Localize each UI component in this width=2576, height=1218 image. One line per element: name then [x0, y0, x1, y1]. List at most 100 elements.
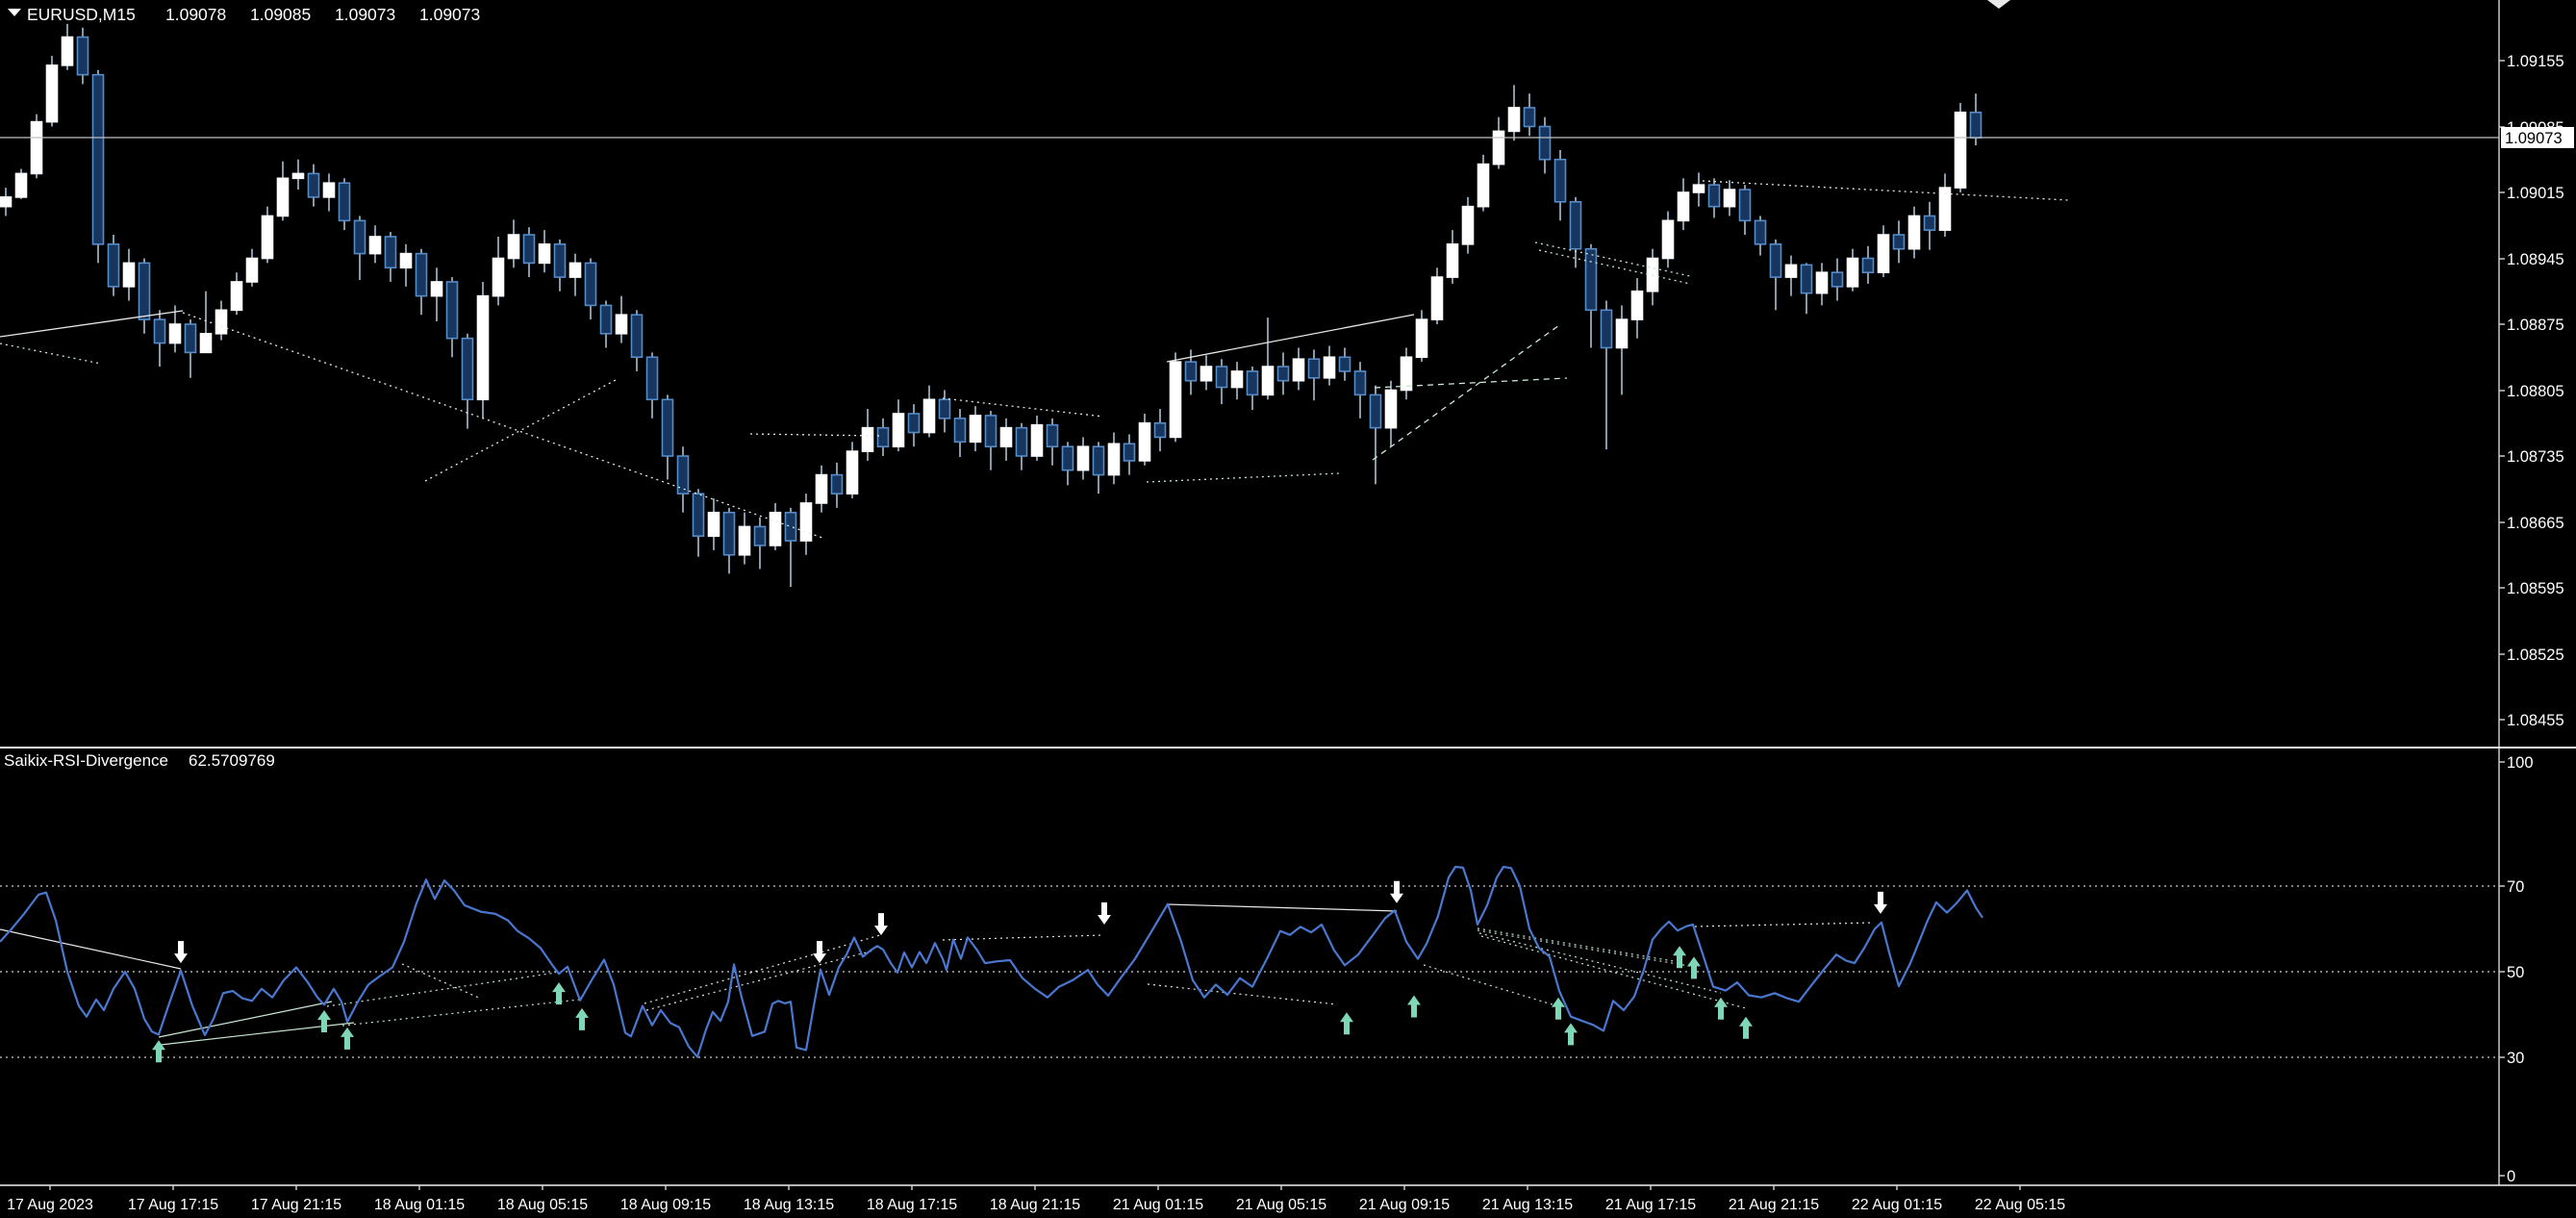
rsi-sell-arrow-icon: [174, 941, 188, 964]
candle: [1861, 257, 1875, 273]
time-tick-label: 21 Aug 09:15: [1359, 1197, 1450, 1213]
candle: [1923, 215, 1936, 231]
rsi-buy-arrow-icon: [1340, 1012, 1353, 1035]
indicator-header: Saikix-RSI-Divergence 62.5709769: [4, 751, 275, 770]
candle: [1646, 257, 1659, 292]
rsi-divergence-line: [341, 999, 580, 1027]
candle: [1184, 361, 1198, 382]
time-tick-label: 17 Aug 21:15: [251, 1197, 341, 1213]
candle: [568, 262, 582, 278]
candle: [769, 511, 782, 546]
rsi-divergence-line: [1147, 983, 1338, 1005]
rsi-buy-arrow-icon: [1687, 956, 1701, 979]
rsi-buy-arrow-icon: [575, 1007, 589, 1030]
candle: [907, 413, 921, 434]
rsi-sell-arrow-icon: [1874, 891, 1887, 914]
candle: [368, 236, 382, 255]
price-tick-label: 1.08875: [2507, 317, 2564, 334]
candle: [722, 511, 736, 556]
symbol-dropdown-icon[interactable]: [8, 9, 21, 16]
time-tick-label: 21 Aug 01:15: [1113, 1197, 1203, 1213]
rsi-buy-arrow-icon: [1407, 995, 1421, 1018]
rsi-buy-arrow-icon: [1714, 997, 1728, 1020]
price-tick-label: 1.08455: [2507, 712, 2564, 729]
candle: [415, 252, 428, 297]
indicator-value-label: 62.5709769: [189, 751, 275, 770]
candle: [676, 455, 690, 495]
candle: [1230, 370, 1244, 389]
candle: [553, 243, 567, 278]
time-tick-label: 18 Aug 17:15: [867, 1197, 957, 1213]
candle: [707, 511, 720, 537]
candle: [261, 215, 274, 260]
rsi-divergence-line: [1423, 964, 1559, 1007]
price-tick-label: 1.08525: [2507, 647, 2564, 664]
candle: [1723, 189, 1736, 208]
candle: [799, 502, 813, 542]
candle: [245, 257, 259, 283]
candle: [1338, 356, 1351, 372]
candle: [645, 356, 659, 401]
rsi-pane[interactable]: [0, 865, 2499, 1063]
candle: [815, 473, 828, 504]
candle: [599, 304, 613, 335]
rsi-divergence-line: [1477, 927, 1680, 963]
time-tick-label: 18 Aug 05:15: [497, 1197, 588, 1213]
candle: [1384, 389, 1398, 429]
price-tick-label: 1.09015: [2507, 185, 2564, 202]
candle: [1076, 445, 1090, 471]
candle: [1707, 184, 1721, 208]
price-tick-label: 1.09155: [2507, 53, 2564, 70]
quote-low: 1.09073: [335, 5, 395, 24]
candle: [1353, 370, 1367, 396]
rsi-divergence-line: [0, 928, 182, 970]
time-tick-label: 17 Aug 17:15: [128, 1197, 218, 1213]
time-tick-label: 22 Aug 01:15: [1852, 1197, 1942, 1213]
time-tick-label: 21 Aug 21:15: [1729, 1197, 1819, 1213]
candle: [430, 281, 443, 297]
candle: [1815, 271, 1829, 294]
candle: [1846, 257, 1859, 288]
candle: [753, 525, 767, 546]
time-tick-label: 21 Aug 13:15: [1482, 1197, 1573, 1213]
candle: [1831, 271, 1844, 288]
candle: [461, 337, 474, 401]
candle: [184, 323, 197, 354]
chart-header: EURUSD,M15 1.09078 1.09085 1.09073 1.090…: [8, 5, 480, 24]
candle: [138, 262, 151, 320]
candle: [922, 398, 936, 434]
candle: [1507, 107, 1521, 133]
candle: [584, 262, 597, 307]
price-trendline: [749, 433, 881, 437]
candle: [738, 525, 751, 556]
indicator-tick-label: 50: [2507, 964, 2524, 981]
candle: [1246, 370, 1259, 396]
candle: [830, 473, 844, 495]
time-tick-label: 17 Aug 2023: [7, 1197, 93, 1213]
candle: [892, 413, 905, 448]
price-trendline: [1702, 180, 2069, 201]
rsi-line: [0, 865, 1983, 1058]
candle: [399, 252, 413, 269]
candle: [1307, 358, 1321, 379]
candle: [1369, 393, 1382, 429]
indicator-name-label: Saikix-RSI-Divergence: [4, 751, 168, 770]
candle: [76, 36, 89, 76]
rsi-buy-arrow-icon: [341, 1027, 354, 1050]
price-tick-label: 1.08945: [2507, 251, 2564, 268]
candle: [1584, 247, 1598, 312]
rsi-divergence-line: [158, 1001, 333, 1038]
candle: [45, 64, 59, 123]
candle: [338, 182, 351, 222]
indicator-tick-label: 100: [2507, 754, 2534, 772]
candle: [1492, 130, 1505, 165]
price-trendline: [0, 343, 102, 365]
price-pane[interactable]: [0, 0, 2499, 588]
price-trendline: [1146, 472, 1340, 483]
candle: [1954, 112, 1967, 189]
candle: [14, 172, 28, 198]
candle: [61, 36, 74, 66]
candle: [1892, 234, 1906, 250]
